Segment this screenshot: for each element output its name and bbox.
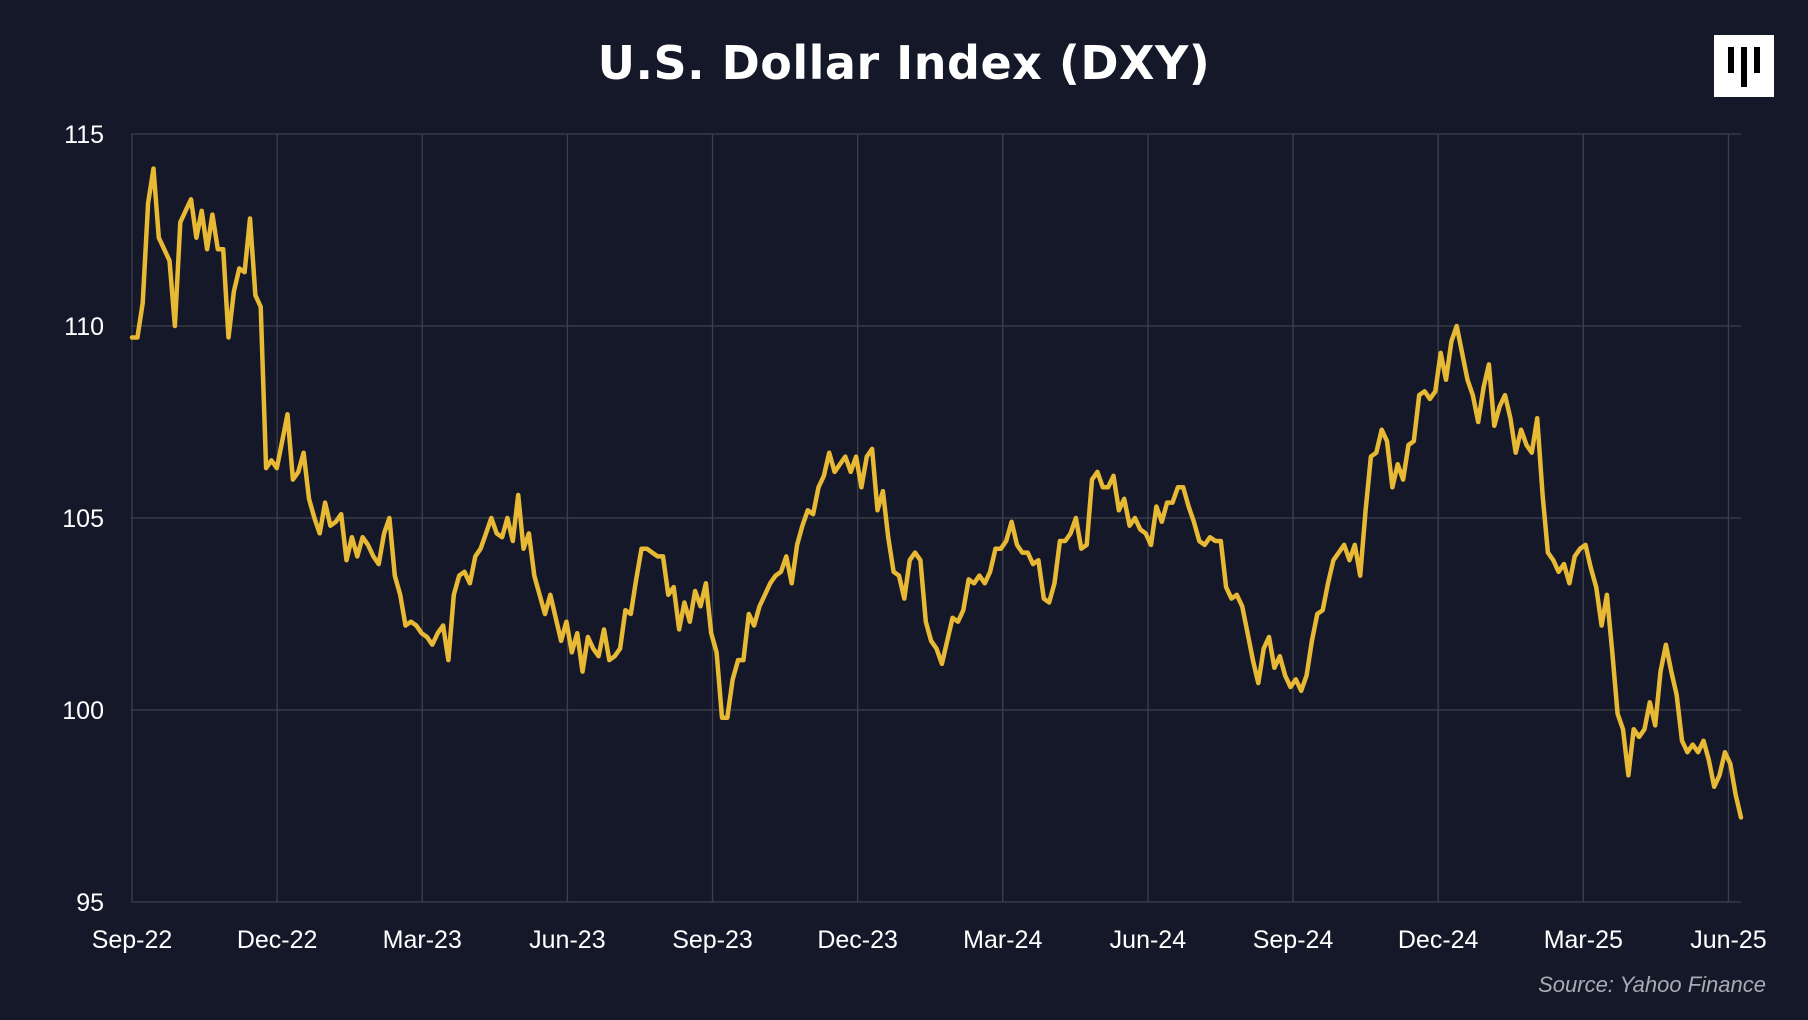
x-tick-label: Sep-23 (672, 926, 753, 954)
series-line-dxy (129, 166, 1744, 820)
y-tick-label: 100 (62, 697, 104, 725)
x-tick-label: Sep-24 (1253, 926, 1334, 954)
y-tick-label: 105 (62, 505, 104, 533)
x-tick-label: Dec-23 (817, 926, 898, 954)
brand-logo-icon (1714, 35, 1774, 97)
y-tick-label: 95 (76, 889, 104, 917)
y-tick-label: 110 (64, 313, 104, 341)
x-tick-label: Mar-23 (383, 926, 462, 954)
source-note: Source: Yahoo Finance (1538, 972, 1766, 997)
x-tick-label: Jun-23 (529, 926, 605, 954)
x-tick-label: Jun-24 (1110, 926, 1187, 954)
x-tick-label: Sep-22 (92, 926, 173, 954)
x-tick-label: Dec-24 (1398, 926, 1479, 954)
chart-title: U.S. Dollar Index (DXY) (597, 36, 1211, 90)
y-tick-label: 115 (64, 121, 104, 149)
x-tick-label: Dec-22 (237, 926, 318, 954)
x-tick-label: Mar-25 (1544, 926, 1623, 954)
x-tick-label: Mar-24 (963, 926, 1042, 954)
x-tick-label: Jun-25 (1690, 926, 1766, 954)
